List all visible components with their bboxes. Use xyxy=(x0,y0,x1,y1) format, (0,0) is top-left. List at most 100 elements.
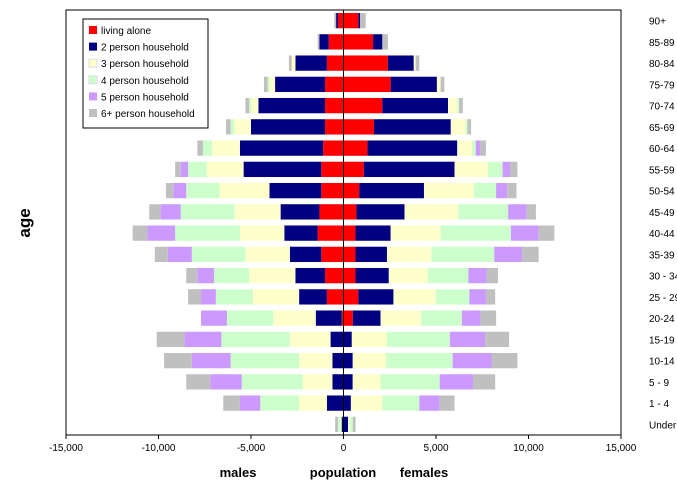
bar-male-55-59-s0 xyxy=(321,161,344,178)
bar-male-45-49-s3 xyxy=(180,204,235,220)
bar-male-25-29-s1 xyxy=(299,289,327,305)
x-tick-label: 0 xyxy=(341,443,347,454)
bar-female-55-59-s2 xyxy=(454,161,488,178)
x-tick-label: -5,000 xyxy=(237,443,266,454)
bar-female-65-69-s5 xyxy=(467,119,472,135)
x-tick-label: 15,000 xyxy=(606,443,637,454)
bar-female-65-69-s3 xyxy=(465,119,468,135)
bar-male-10-14-s5 xyxy=(164,352,192,369)
bar-female-70-74-s5 xyxy=(459,97,463,114)
bar-male-65-69-s2 xyxy=(234,119,251,135)
bar-female-45-49-s1 xyxy=(356,204,405,220)
bar-male-40-44-s1 xyxy=(284,225,318,241)
bar-female-30-34-s5 xyxy=(486,267,498,284)
bar-male-40-44-s0 xyxy=(317,225,344,241)
bar-female-30-34-s3 xyxy=(427,267,469,284)
bar-female-70-74-s3 xyxy=(457,97,460,114)
bar-male-90+-s1 xyxy=(336,12,338,29)
bar-female-20-24-s5 xyxy=(480,310,497,326)
bar-male-20-24-s0 xyxy=(341,310,344,326)
bar-female-15-19-s5 xyxy=(485,331,510,348)
legend: living alone 2 person household 3 person h… xyxy=(82,18,209,129)
bar-male-50-54-s1 xyxy=(269,182,322,199)
bar-male-15-19-s5 xyxy=(156,331,185,348)
bar-female-10-14-s1 xyxy=(343,352,353,369)
bar-male-40-44-s2 xyxy=(239,225,285,241)
y-tick-label: 5 - 9 xyxy=(649,378,669,389)
bar-male-35-39-s0 xyxy=(321,246,344,263)
bar-male-25-29-s0 xyxy=(326,289,344,305)
bar-female-90+-s5 xyxy=(360,12,366,29)
legend-swatch xyxy=(88,58,98,68)
bar-female-75-79-s0 xyxy=(343,76,391,93)
bar-male-10-14-s3 xyxy=(230,352,300,369)
bar-male-1-4-s1 xyxy=(326,395,344,411)
legend-swatch xyxy=(89,26,97,34)
x-axis-ticks: -15,000 -10,000 -5,000 0 5,000 10,000 15,000 xyxy=(49,435,637,454)
y-tick-label: 35-39 xyxy=(649,250,675,261)
legend-items: living alone 2 person household 3 person h… xyxy=(88,26,195,120)
bar-male-30-34-s4 xyxy=(197,267,214,284)
bar-female-85-89-s0 xyxy=(343,34,374,50)
bar-male-40-44-s3 xyxy=(175,225,240,241)
y-tick-label: 75-79 xyxy=(649,80,675,91)
bar-male-35-39-s4 xyxy=(167,246,192,263)
y-tick-label: 1 - 4 xyxy=(649,399,669,410)
bar-male-90+-s0 xyxy=(337,12,344,29)
bar-male-75-79-s0 xyxy=(325,76,344,93)
bar-male-75-79-s5 xyxy=(263,76,268,93)
bar-male-20-24-s4 xyxy=(201,310,227,326)
x-tick-label: -15,000 xyxy=(49,443,83,454)
bar-male-1-4-s2 xyxy=(299,395,327,411)
y-tick-label: 90+ xyxy=(649,17,666,28)
bar-female-15-19-s2 xyxy=(351,331,387,348)
bar-male-70-74-s1 xyxy=(258,97,325,114)
y-tick-label: 10-14 xyxy=(649,357,675,368)
bar-female-45-49-s3 xyxy=(458,204,509,220)
bar-male-15-19-s1 xyxy=(330,331,344,348)
bar-female-50-54-s4 xyxy=(496,182,508,199)
x-tick-label: 5,000 xyxy=(423,443,448,454)
bar-female-1-4-s1 xyxy=(343,395,351,411)
bar-male-35-39-s5 xyxy=(154,246,168,263)
legend-swatch xyxy=(88,75,98,85)
bars-group xyxy=(132,12,555,433)
bar-male-30-34-s0 xyxy=(325,267,344,284)
bar-male-70-74-s3 xyxy=(249,97,251,114)
y-tick-label: 30 - 34 xyxy=(649,272,677,283)
bar-female-55-59-s0 xyxy=(343,161,364,178)
bar-female-Under1-s3 xyxy=(349,416,353,433)
legend-swatch xyxy=(89,92,97,101)
bar-female-60-64-s0 xyxy=(343,140,368,156)
bar-female-25-29-s5 xyxy=(485,289,496,305)
bar-female-1-4-s2 xyxy=(350,395,383,411)
bar-female-15-19-s4 xyxy=(449,331,486,348)
bar-female-30-34-s2 xyxy=(388,267,428,284)
bar-male-35-39-s2 xyxy=(245,246,290,263)
bar-male-70-74-s2 xyxy=(251,97,259,114)
bar-male-40-44-s4 xyxy=(147,225,176,241)
bar-male-55-59-s4 xyxy=(180,161,189,178)
bar-male-5-9-s4 xyxy=(210,374,242,390)
legend-swatch xyxy=(89,109,97,117)
bar-female-1-4-s5 xyxy=(439,395,455,411)
bar-female-5-9-s5 xyxy=(473,374,496,390)
bar-female-10-14-s4 xyxy=(452,352,492,369)
bar-female-45-49-s4 xyxy=(508,204,527,220)
bar-female-5-9-s1 xyxy=(343,374,353,390)
bar-male-55-59-s5 xyxy=(175,161,181,178)
y-tick-label: 50-54 xyxy=(649,187,675,198)
bar-male-30-34-s2 xyxy=(249,267,296,284)
legend-label: 5 person household xyxy=(101,92,189,103)
bar-female-25-29-s4 xyxy=(469,289,486,305)
bar-female-20-24-s2 xyxy=(380,310,422,326)
bar-male-Under1-s3 xyxy=(337,416,341,433)
bar-female-35-39-s4 xyxy=(494,246,523,263)
bar-female-25-29-s1 xyxy=(358,289,394,305)
bar-male-Under1-s1 xyxy=(341,416,344,433)
bar-female-75-79-s2 xyxy=(436,76,441,93)
bar-female-70-74-s1 xyxy=(382,97,449,114)
bar-female-85-89-s5 xyxy=(382,34,388,50)
bar-male-60-64-s3 xyxy=(202,140,213,156)
bar-female-75-79-s1 xyxy=(390,76,437,93)
